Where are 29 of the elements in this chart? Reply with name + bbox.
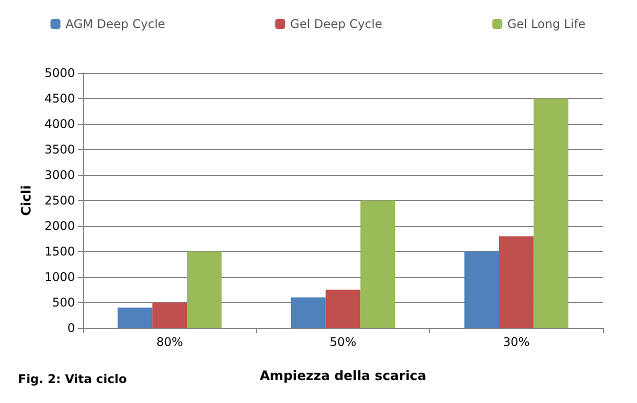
y-tick-label: 2000 [44,219,75,233]
bar [118,308,152,328]
x-tick-label: 30% [502,335,530,349]
x-tick-label: 50% [330,335,356,349]
y-tick-label: 4000 [44,117,75,131]
bar [326,290,360,328]
legend-label: AGM Deep Cycle [65,17,166,31]
y-tick-label: 1000 [44,270,75,284]
bar [534,98,568,328]
y-axis-title: Cicli [20,185,35,216]
caption: Fig. 2: Vita ciclo [18,372,127,386]
legend-label: Gel Deep Cycle [290,17,382,31]
y-tick-label: 1500 [44,244,75,258]
bar [499,236,534,328]
y-tick-label: 0 [67,321,75,335]
y-tick-label: 5000 [44,66,75,80]
y-tick-label: 500 [52,296,75,310]
bar [152,302,187,328]
bar [360,200,395,328]
y-tick-label: 2500 [44,194,75,208]
y-tick-label: 3000 [44,168,75,182]
y-tick-label: 3500 [44,142,75,156]
x-axis-title: Ampiezza della scarica [260,369,426,384]
bar [187,252,222,328]
bar [464,252,499,328]
x-tick-label: 80% [156,335,184,349]
bar [291,297,326,328]
legend-label: Gel Long Life [507,17,586,31]
y-tick-label: 4500 [44,92,75,106]
